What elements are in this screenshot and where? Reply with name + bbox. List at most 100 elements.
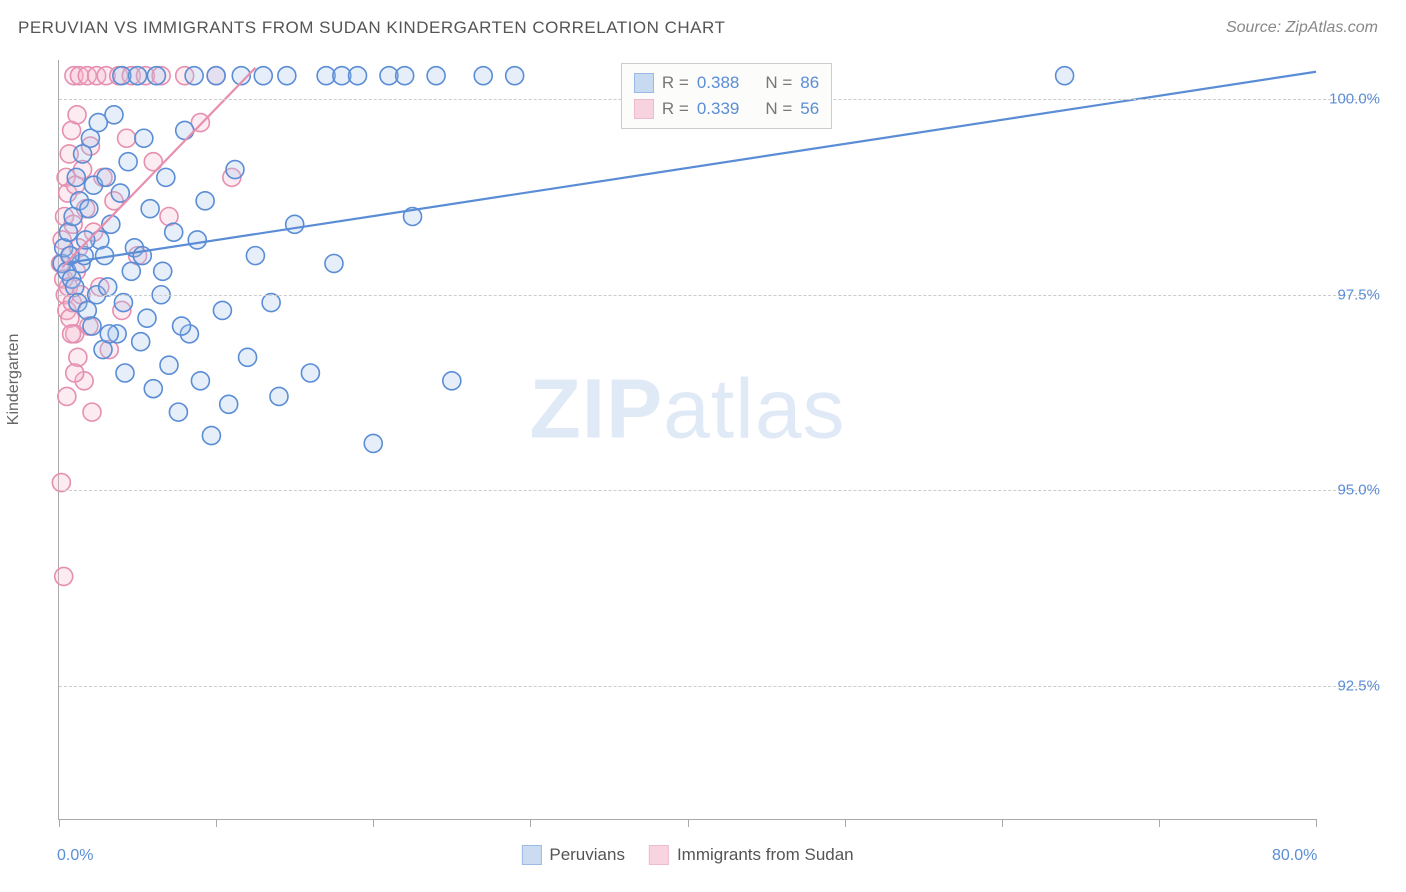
data-point [191,372,209,390]
legend-item: Peruvians [521,845,625,865]
data-point [364,434,382,452]
data-point [144,380,162,398]
data-point [185,67,203,85]
data-point [157,168,175,186]
n-value: 56 [800,96,819,122]
legend-row: R = 0.388 N = 86 [634,70,819,96]
data-point [114,294,132,312]
series-name: Peruvians [549,845,625,865]
x-tick [216,819,217,827]
plot-area: ZIPatlas 92.5%95.0%97.5%100.0% 0.0%80.0%… [58,60,1316,820]
gridline [59,686,1376,687]
r-label: R = [662,96,689,122]
data-point [160,356,178,374]
data-point [207,67,225,85]
data-point [226,161,244,179]
chart-title: PERUVIAN VS IMMIGRANTS FROM SUDAN KINDER… [18,18,725,38]
r-label: R = [662,70,689,96]
data-point [246,247,264,265]
data-point [99,278,117,296]
data-point [286,215,304,233]
swatch-icon [521,845,541,865]
x-tick [530,819,531,827]
data-point [129,67,147,85]
data-point [270,387,288,405]
swatch-icon [634,99,654,119]
x-tick-label: 80.0% [1272,847,1317,865]
series-name: Immigrants from Sudan [677,845,854,865]
x-tick-label: 0.0% [57,847,93,865]
data-point [254,67,272,85]
data-point [77,231,95,249]
gridline [59,490,1376,491]
data-point [66,364,84,382]
data-point [119,153,137,171]
r-value: 0.388 [697,70,740,96]
swatch-icon [649,845,669,865]
x-tick [373,819,374,827]
plot-svg [59,60,1316,819]
data-point [118,129,136,147]
data-point [68,106,86,124]
data-point [1056,67,1074,85]
data-point [176,121,194,139]
data-point [133,247,151,265]
data-point [58,387,76,405]
x-tick [1002,819,1003,827]
r-value: 0.339 [697,96,740,122]
data-point [188,231,206,249]
data-point [83,317,101,335]
x-tick [1159,819,1160,827]
data-point [239,348,257,366]
data-point [278,67,296,85]
data-point [506,67,524,85]
data-point [349,67,367,85]
data-point [66,278,84,296]
data-point [147,67,165,85]
legend-row: R = 0.339 N = 56 [634,96,819,122]
y-tick-label: 97.5% [1337,286,1380,303]
data-point [169,403,187,421]
data-point [427,67,445,85]
data-point [52,474,70,492]
data-point [202,427,220,445]
x-tick [845,819,846,827]
data-point [80,200,98,218]
chart-container: Kindergarten ZIPatlas 92.5%95.0%97.5%100… [18,52,1386,872]
data-point [396,67,414,85]
data-point [105,106,123,124]
data-point [196,192,214,210]
data-point [141,200,159,218]
y-tick-label: 92.5% [1337,677,1380,694]
n-label: N = [765,70,792,96]
gridline [59,295,1376,296]
data-point [55,567,73,585]
data-point [67,168,85,186]
data-point [325,254,343,272]
data-point [132,333,150,351]
correlation-legend: R = 0.388 N = 86 R = 0.339 N = 56 [621,63,832,129]
x-tick [59,819,60,827]
data-point [154,262,172,280]
n-label: N = [765,96,792,122]
y-axis-label: Kindergarten [5,334,23,426]
x-tick [1316,819,1317,827]
data-point [301,364,319,382]
y-tick-label: 95.0% [1337,482,1380,499]
data-point [116,364,134,382]
series-legend: Peruvians Immigrants from Sudan [521,845,853,865]
y-tick-label: 100.0% [1329,91,1380,108]
data-point [97,168,115,186]
x-tick [688,819,689,827]
data-point [220,395,238,413]
data-point [165,223,183,241]
data-point [213,301,231,319]
data-point [138,309,156,327]
swatch-icon [634,73,654,93]
legend-item: Immigrants from Sudan [649,845,854,865]
n-value: 86 [800,70,819,96]
data-point [83,403,101,421]
data-point [262,294,280,312]
data-point [173,317,191,335]
data-point [122,262,140,280]
